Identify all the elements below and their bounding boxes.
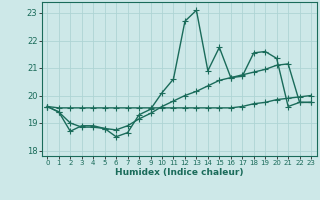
X-axis label: Humidex (Indice chaleur): Humidex (Indice chaleur) [115,168,244,177]
